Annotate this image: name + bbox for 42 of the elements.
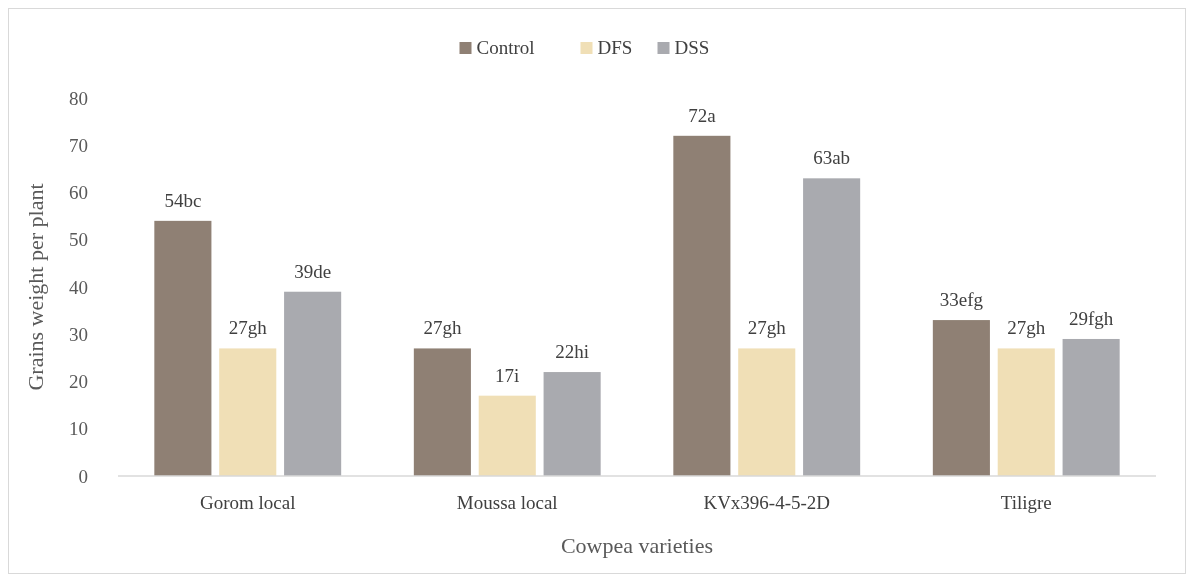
y-axis-title: Grains weight per plant [23,183,48,391]
data-label: 29fgh [1068,307,1114,329]
bar [803,178,861,476]
bar [1062,338,1120,476]
legend-label: DFS [597,37,633,58]
x-axis-title: Cowpea varieties [560,533,714,558]
bar [478,395,536,476]
x-tick-label: Tiligre [1000,492,1052,513]
bar [284,291,342,476]
data-label: 27gh [423,317,462,339]
x-tick-label: Gorom local [199,492,296,513]
data-label: 72a [688,104,717,126]
data-label: 17i [495,364,520,386]
x-tick-label: Moussa local [456,492,558,513]
data-label: 27gh [228,317,268,339]
bar [543,372,601,476]
data-label: 22hi [555,341,590,363]
x-tick-label: KVx396-4-5-2D [703,492,831,513]
y-tick-label: 80 [69,87,88,109]
data-label: 39de [294,260,332,282]
bar [673,135,731,476]
data-label: 54bc [164,189,202,211]
bar [219,348,277,476]
y-tick-label: 70 [69,134,88,156]
data-label: 33efg [939,289,984,311]
bar [154,220,212,476]
data-label: 27gh [747,317,787,339]
bar [738,348,796,476]
legend-label: Control [476,37,535,58]
legend-label: DSS [674,37,710,58]
data-label: 27gh [1007,317,1046,339]
y-tick-label: 30 [69,323,88,345]
y-tick-label: 20 [69,371,88,393]
data-label: 63ab [813,147,851,169]
bar [413,348,471,476]
y-tick-label: 10 [69,418,88,440]
y-tick-label: 40 [69,276,88,298]
y-tick-label: 50 [69,229,88,251]
bar [997,348,1055,476]
y-tick-label: 60 [69,182,88,204]
bar [932,320,990,476]
y-tick-label: 0 [78,465,88,487]
